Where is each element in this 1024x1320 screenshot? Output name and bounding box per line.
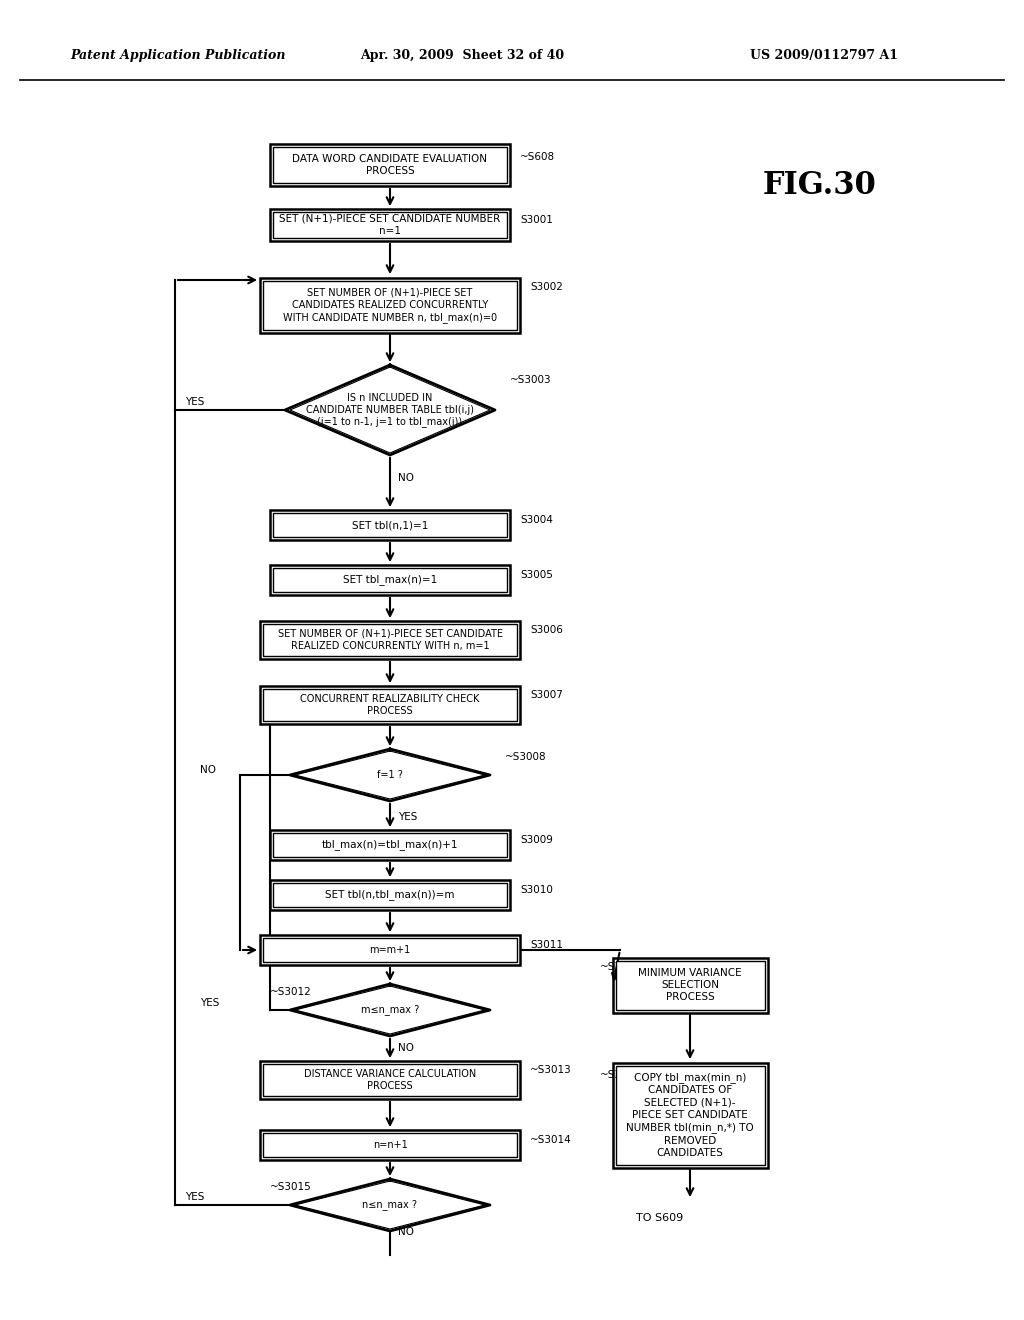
Text: S3001: S3001 [520,215,553,224]
Text: S3007: S3007 [530,690,563,700]
Bar [273,833,507,857]
Text: m=m+1: m=m+1 [370,945,411,954]
Bar [260,1130,520,1160]
Bar [612,1063,768,1167]
Bar [260,620,520,659]
Bar [263,1064,517,1096]
Text: COPY tbl_max(min_n)
CANDIDATES OF
SELECTED (N+1)-
PIECE SET CANDIDATE
NUMBER tbl: COPY tbl_max(min_n) CANDIDATES OF SELECT… [626,1072,754,1158]
Text: YES: YES [185,397,205,407]
Bar [615,961,765,1010]
Bar [263,281,517,330]
Bar [273,213,507,238]
Text: SET tbl(n,1)=1: SET tbl(n,1)=1 [352,520,428,531]
Text: SET NUMBER OF (N+1)-PIECE SET CANDIDATE
REALIZED CONCURRENTLY WITH n, m=1: SET NUMBER OF (N+1)-PIECE SET CANDIDATE … [278,628,503,651]
Text: CONCURRENT REALIZABILITY CHECK
PROCESS: CONCURRENT REALIZABILITY CHECK PROCESS [300,694,479,717]
Text: YES: YES [200,998,219,1008]
Text: S3009: S3009 [520,836,553,845]
Bar [273,513,507,537]
Text: S3011: S3011 [530,940,563,950]
Bar [263,689,517,721]
Text: SET (N+1)-PIECE SET CANDIDATE NUMBER
n=1: SET (N+1)-PIECE SET CANDIDATE NUMBER n=1 [280,214,501,236]
Bar [263,624,517,656]
Bar [263,1133,517,1158]
Text: ~S3013: ~S3013 [530,1065,571,1074]
Bar [273,883,507,907]
Text: tbl_max(n)=tbl_max(n)+1: tbl_max(n)=tbl_max(n)+1 [322,840,459,850]
Bar [260,935,520,965]
Bar [612,957,768,1012]
Text: DATA WORD CANDIDATE EVALUATION
PROCESS: DATA WORD CANDIDATE EVALUATION PROCESS [293,154,487,176]
Bar [270,830,510,861]
Bar [260,686,520,723]
Text: ~S3016: ~S3016 [600,962,642,972]
Text: S3010: S3010 [520,884,553,895]
Text: ~S3017: ~S3017 [600,1071,642,1080]
Text: YES: YES [398,812,418,822]
Text: SET tbl_max(n)=1: SET tbl_max(n)=1 [343,574,437,586]
Text: ~S3015: ~S3015 [270,1181,311,1192]
Bar [270,510,510,540]
Text: IS n INCLUDED IN
CANDIDATE NUMBER TABLE tbl(i,j)
(i=1 to n-1, j=1 to tbl_max(i)): IS n INCLUDED IN CANDIDATE NUMBER TABLE … [306,393,474,428]
Bar [270,144,510,186]
Text: m≤n_max ?: m≤n_max ? [360,1005,419,1015]
Text: SET tbl(n,tbl_max(n))=m: SET tbl(n,tbl_max(n))=m [326,890,455,900]
Bar [615,1065,765,1164]
Text: TO S609: TO S609 [636,1213,684,1224]
Bar [273,568,507,591]
Text: ~S3012: ~S3012 [270,987,311,997]
Text: S3005: S3005 [520,570,553,579]
Bar [270,209,510,242]
Text: MINIMUM VARIANCE
SELECTION
PROCESS: MINIMUM VARIANCE SELECTION PROCESS [638,968,741,1002]
Bar [273,147,507,183]
Text: US 2009/0112797 A1: US 2009/0112797 A1 [750,49,898,62]
Text: S3004: S3004 [520,515,553,525]
Text: ~S3008: ~S3008 [505,752,547,762]
Bar [263,939,517,962]
Polygon shape [285,366,495,455]
Polygon shape [290,748,490,801]
Text: ~S3003: ~S3003 [510,375,552,385]
Text: NO: NO [398,473,414,483]
Text: DISTANCE VARIANCE CALCULATION
PROCESS: DISTANCE VARIANCE CALCULATION PROCESS [304,1069,476,1092]
Text: n≤n_max ?: n≤n_max ? [362,1200,418,1210]
Text: NO: NO [398,1228,414,1237]
Text: Patent Application Publication: Patent Application Publication [70,49,286,62]
Polygon shape [290,983,490,1036]
Text: YES: YES [185,1192,205,1203]
Text: NO: NO [200,766,216,775]
Bar [270,880,510,909]
Text: n=n+1: n=n+1 [373,1140,408,1150]
Text: S3002: S3002 [530,282,563,292]
Text: FIG.30: FIG.30 [763,169,877,201]
Text: f=1 ?: f=1 ? [377,770,402,780]
Text: SET NUMBER OF (N+1)-PIECE SET
CANDIDATES REALIZED CONCURRENTLY
WITH CANDIDATE NU: SET NUMBER OF (N+1)-PIECE SET CANDIDATES… [283,288,497,323]
Bar [260,277,520,333]
Text: ~S608: ~S608 [520,152,555,162]
Bar [270,565,510,595]
Bar [260,1061,520,1100]
Text: Apr. 30, 2009  Sheet 32 of 40: Apr. 30, 2009 Sheet 32 of 40 [360,49,564,62]
Text: NO: NO [398,1043,414,1053]
Text: ~S3014: ~S3014 [530,1135,571,1144]
Polygon shape [290,1179,490,1232]
Text: S3006: S3006 [530,624,563,635]
